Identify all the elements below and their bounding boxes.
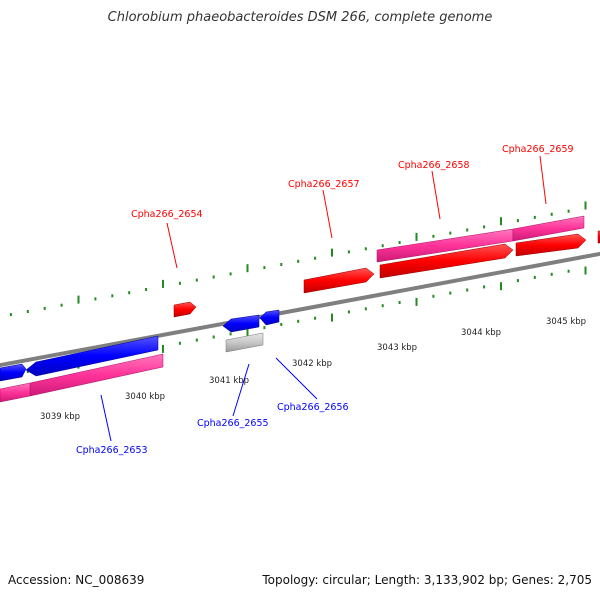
- feature-cds-cpha266-2658[interactable]: [379, 243, 514, 279]
- feature-cds-cpha266-2656[interactable]: [259, 309, 280, 326]
- gene-label-cpha266-2656[interactable]: Cpha266_2656: [277, 402, 349, 413]
- feature-cds-cpha266-2657[interactable]: [303, 267, 375, 294]
- tick-label-3045: 3045 kbp: [546, 317, 586, 327]
- genome-backbone: [0, 251, 600, 368]
- tick-label-3040: 3040 kbp: [125, 392, 165, 402]
- feature-cds-cpha266-2659[interactable]: [515, 233, 587, 257]
- feature-cds-cpha266-2653[interactable]: [25, 335, 159, 377]
- leader-line-2659: [539, 155, 547, 205]
- gene-labels: Cpha266_2654 Cpha266_2657 Cpha266_2658 C…: [76, 144, 574, 456]
- tick-label-3044: 3044 kbp: [461, 328, 501, 338]
- tick-labels: 3039 kbp 3040 kbp 3041 kbp 3042 kbp 3043…: [40, 317, 586, 422]
- leader-line-2656: [275, 357, 318, 400]
- feature-cds-cpha266-2654[interactable]: [173, 301, 197, 318]
- feature-other-cpha266-2655[interactable]: [225, 332, 264, 353]
- gene-label-cpha266-2659[interactable]: Cpha266_2659: [502, 144, 574, 155]
- feature-cds-cpha266-2655[interactable]: [222, 314, 260, 333]
- leader-line-2657: [322, 189, 333, 239]
- leader-line-2658: [431, 170, 441, 220]
- gene-label-cpha266-2658[interactable]: Cpha266_2658: [398, 160, 470, 171]
- tick-label-3042: 3042 kbp: [292, 359, 332, 369]
- leader-line-2654: [166, 222, 178, 269]
- tick-label-3041: 3041 kbp: [209, 376, 249, 386]
- forward-strand-features: [173, 215, 600, 318]
- map-title: Chlorobium phaeobacteroides DSM 266, com…: [107, 10, 493, 25]
- upper-tick-track: [9, 201, 587, 317]
- leader-line-2655: [232, 363, 250, 417]
- gene-label-cpha266-2653[interactable]: Cpha266_2653: [76, 445, 148, 456]
- tick-label-3039: 3039 kbp: [40, 412, 80, 422]
- accession-text: Accession: NC_008639: [8, 573, 145, 587]
- tick-label-3043: 3043 kbp: [377, 343, 417, 353]
- gene-label-cpha266-2655[interactable]: Cpha266_2655: [197, 418, 269, 429]
- feature-rna-cpha266-2659[interactable]: [512, 215, 585, 242]
- feature-cds-left-partial[interactable]: [0, 363, 27, 382]
- gene-label-cpha266-2657[interactable]: Cpha266_2657: [288, 179, 360, 190]
- reverse-strand-features: [0, 309, 280, 403]
- feature-rna-left-partial[interactable]: [0, 382, 31, 403]
- leader-line-2653: [100, 394, 112, 442]
- genome-summary-text: Topology: circular; Length: 3,133,902 bp…: [262, 573, 592, 587]
- gene-label-cpha266-2654[interactable]: Cpha266_2654: [131, 209, 203, 220]
